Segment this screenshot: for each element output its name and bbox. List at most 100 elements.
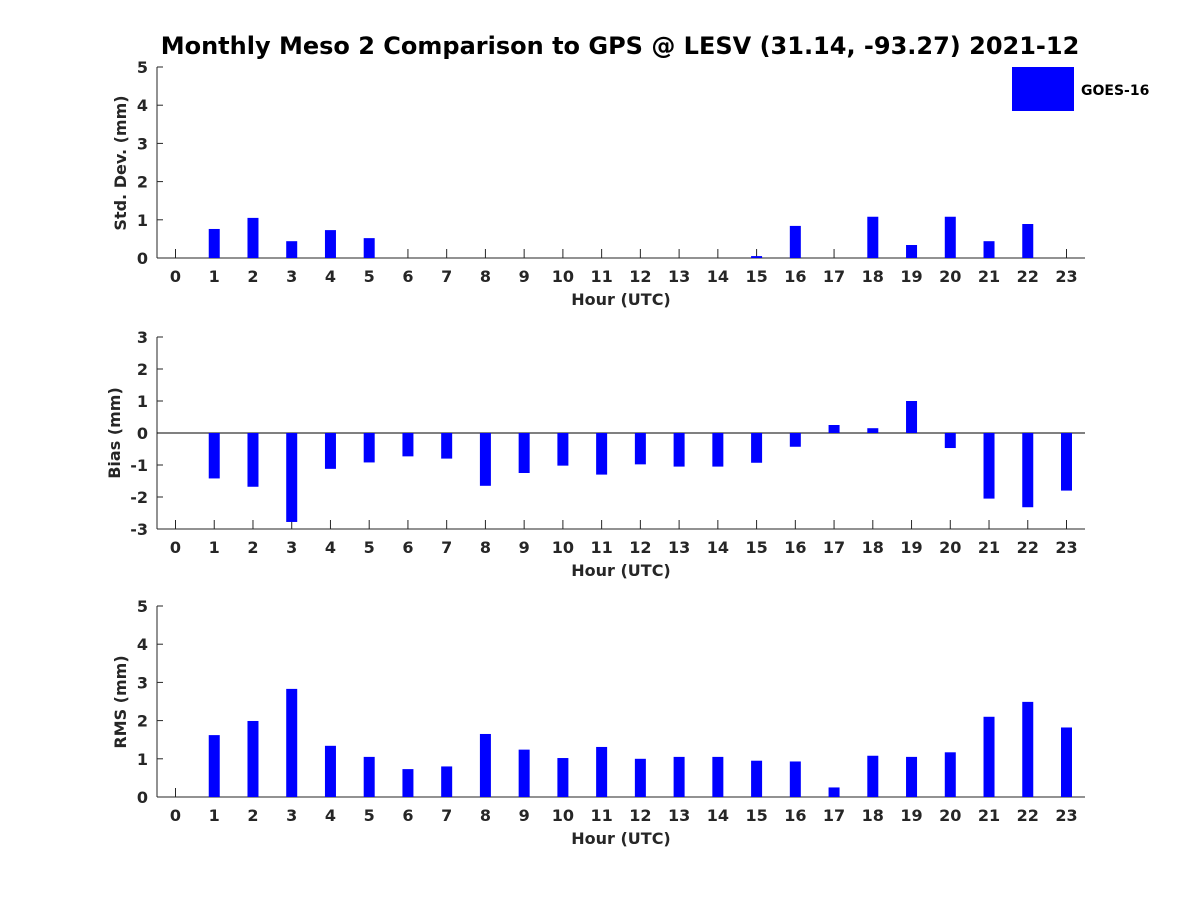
std-dev-x-tick-label: 4 (325, 267, 336, 286)
rms-bar (983, 716, 995, 797)
rms-bar (944, 752, 956, 797)
bias-x-tick-label: 13 (668, 538, 690, 557)
rms-bar (247, 720, 259, 797)
bias-x-tick-label: 4 (325, 538, 336, 557)
bias-x-tick-label: 19 (900, 538, 922, 557)
rms-bar (441, 766, 453, 797)
rms-bar (286, 688, 298, 797)
bias-bar (557, 433, 569, 466)
std-dev-x-tick-label: 21 (978, 267, 1000, 286)
std-dev-y-tick-label: 1 (137, 211, 148, 230)
bias-bar (944, 433, 956, 449)
std-dev-bar (286, 241, 298, 258)
std-dev-y-tick-label: 2 (137, 173, 148, 192)
rms-x-tick-label: 5 (364, 806, 375, 825)
bias-bar (441, 433, 453, 459)
bias-x-tick-label: 22 (1017, 538, 1039, 557)
rms-bar (867, 755, 879, 797)
rms-x-tick-label: 22 (1017, 806, 1039, 825)
bias-y-tick-label: 3 (137, 328, 148, 347)
bias-bar (983, 433, 995, 499)
bias-x-axis-label: Hour (UTC) (571, 561, 671, 580)
std-dev-x-tick-label: 1 (209, 267, 220, 286)
rms-bar (673, 756, 685, 797)
rms-bar (363, 756, 375, 797)
bias-bar (751, 433, 763, 463)
rms-bar (828, 787, 840, 797)
legend: GOES-16 (1012, 67, 1149, 111)
rms-x-tick-label: 13 (668, 806, 690, 825)
std-dev-x-tick-label: 13 (668, 267, 690, 286)
rms-bar (712, 756, 724, 797)
bias-x-tick-label: 9 (519, 538, 530, 557)
rms-bar (789, 761, 801, 797)
bias-bar (479, 433, 491, 486)
rms-x-tick-label: 12 (629, 806, 651, 825)
rms-x-tick-label: 4 (325, 806, 336, 825)
std-dev-y-tick-label: 3 (137, 134, 148, 153)
bias-x-tick-label: 16 (784, 538, 806, 557)
rms-x-tick-label: 16 (784, 806, 806, 825)
std-dev-x-axis-label: Hour (UTC) (571, 290, 671, 309)
rms-x-axis-label: Hour (UTC) (571, 829, 671, 848)
bias-bar (673, 433, 685, 467)
std-dev-x-tick-label: 14 (707, 267, 729, 286)
bias-bar (286, 433, 298, 522)
bias-y-tick-label: 0 (137, 424, 148, 443)
std-dev-x-tick-label: 18 (862, 267, 884, 286)
std-dev-bar (789, 225, 801, 258)
std-dev-bar (208, 228, 220, 258)
rms-bar (479, 733, 491, 797)
std-dev-x-tick-label: 22 (1017, 267, 1039, 286)
std-dev-x-tick-label: 20 (939, 267, 961, 286)
bias-x-tick-label: 3 (286, 538, 297, 557)
rms-x-tick-label: 23 (1055, 806, 1077, 825)
rms-bar (208, 735, 220, 797)
std-dev-x-tick-label: 7 (441, 267, 452, 286)
rms-x-tick-label: 8 (480, 806, 491, 825)
bias-bar (247, 433, 259, 487)
rms-y-tick-label: 3 (137, 673, 148, 692)
bias-x-tick-label: 18 (862, 538, 884, 557)
legend-label: GOES-16 (1081, 83, 1149, 99)
bias-y-tick-label: -3 (130, 520, 148, 539)
std-dev-bar (363, 238, 375, 258)
bias-bar (867, 428, 879, 433)
std-dev-x-tick-label: 8 (480, 267, 491, 286)
rms-bar (751, 760, 763, 797)
bias-x-tick-label: 15 (745, 538, 767, 557)
rms-x-tick-label: 7 (441, 806, 452, 825)
rms-y-tick-label: 1 (137, 750, 148, 769)
std-dev-y-tick-label: 5 (137, 58, 148, 77)
std-dev-x-tick-label: 5 (364, 267, 375, 286)
bias-x-tick-label: 1 (209, 538, 220, 557)
std-dev-x-tick-label: 17 (823, 267, 845, 286)
bias-bar (828, 425, 840, 433)
std-dev-y-tick-label: 0 (137, 249, 148, 268)
std-dev-x-tick-label: 0 (170, 267, 181, 286)
rms-x-tick-label: 11 (590, 806, 612, 825)
std-dev-x-tick-label: 9 (519, 267, 530, 286)
std-dev-x-tick-label: 3 (286, 267, 297, 286)
bias-x-tick-label: 2 (247, 538, 258, 557)
rms-x-tick-label: 14 (707, 806, 729, 825)
bias-bar (1022, 433, 1034, 508)
std-dev-bar (906, 245, 918, 258)
bias-x-tick-label: 5 (364, 538, 375, 557)
rms-bar (906, 756, 918, 797)
std-dev-bar (983, 241, 995, 258)
rms-x-tick-label: 17 (823, 806, 845, 825)
bias-bar (634, 433, 646, 465)
legend-swatch (1012, 67, 1074, 111)
std-dev-y-axis-label: Std. Dev. (mm) (111, 95, 130, 230)
std-dev-x-tick-label: 16 (784, 267, 806, 286)
std-dev-bar (751, 256, 763, 258)
std-dev-x-tick-label: 10 (552, 267, 574, 286)
bias-x-tick-label: 7 (441, 538, 452, 557)
bias-bar (596, 433, 608, 475)
rms-y-tick-label: 2 (137, 712, 148, 731)
bias-x-tick-label: 12 (629, 538, 651, 557)
